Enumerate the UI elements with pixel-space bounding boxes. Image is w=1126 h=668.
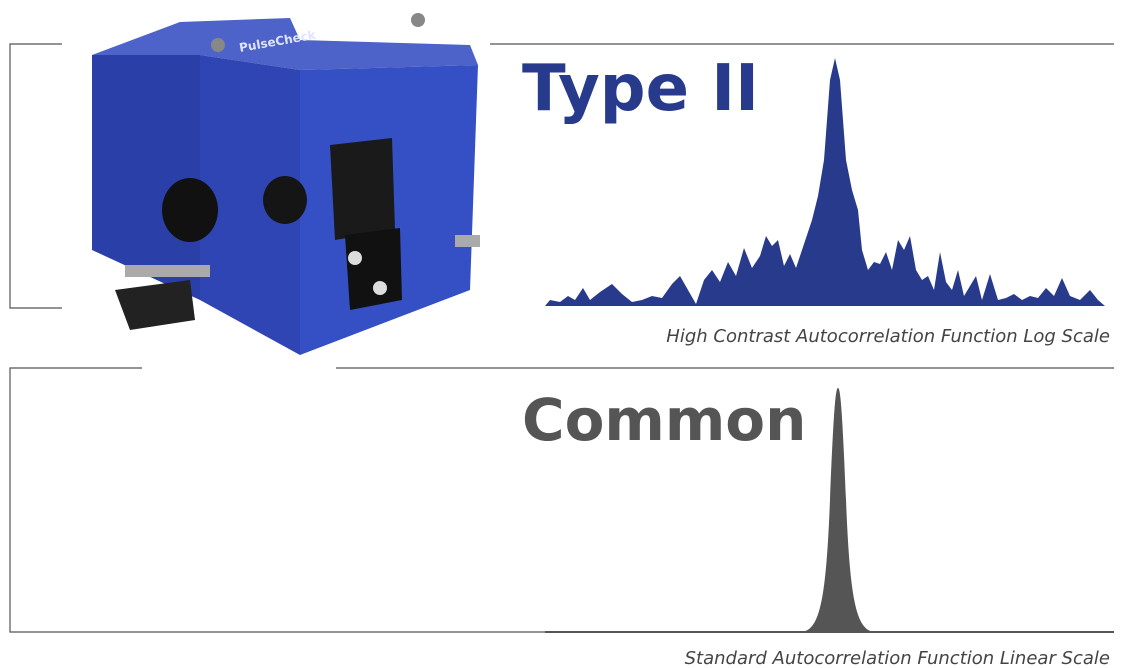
device-image: PulseCheck (92, 13, 480, 355)
panel-title: Common (522, 386, 806, 454)
log-curve (545, 58, 1105, 306)
panel-title: Type II (522, 52, 759, 126)
linear-curve (800, 388, 876, 632)
panel-caption: Standard Autocorrelation Function Linear… (685, 648, 1110, 668)
panel-caption: High Contrast Autocorrelation Function L… (666, 326, 1110, 347)
bracket-bottom (9, 367, 545, 633)
bracket-top (9, 43, 62, 309)
